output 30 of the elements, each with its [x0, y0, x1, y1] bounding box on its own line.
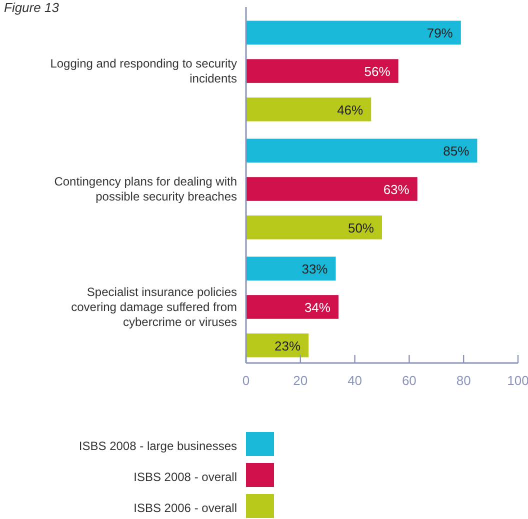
text: Figure 13	[4, 0, 60, 15]
bar	[246, 295, 338, 319]
x-tick-label: 80	[456, 373, 471, 388]
bar	[246, 256, 336, 280]
legend-label: ISBS 2006 - overall	[134, 501, 237, 515]
y-tick-label: Logging and responding to security incidents	[50, 56, 237, 86]
x-tick-label: 0	[242, 373, 250, 388]
bar	[246, 20, 461, 45]
bar	[246, 215, 382, 240]
x-tick-label: 100	[507, 373, 528, 388]
x-tick-label: 60	[402, 373, 416, 388]
bar	[246, 59, 398, 83]
data-label: 34%	[304, 300, 331, 315]
y-tick-label: Specialist insurance policies covering damage suffered from cybercrime or viruses	[71, 284, 237, 329]
data-label: 79%	[426, 26, 454, 41]
legend-label: ISBS 2008 - overall	[134, 470, 237, 484]
bar	[246, 98, 372, 122]
x-tick-label: 40	[348, 373, 362, 388]
data-label: 56%	[364, 64, 391, 80]
data-label: 63%	[383, 182, 410, 197]
x-tick-label: 20	[293, 373, 308, 388]
bar	[246, 177, 418, 201]
data-label: 50%	[348, 220, 374, 236]
y-tick-label: Contingency plans for dealing with possible security breaches	[54, 174, 237, 204]
data-label: 23%	[274, 338, 301, 354]
data-label: 33%	[302, 262, 328, 277]
data-label: 46%	[337, 102, 364, 118]
legend-label: ISBS 2008 - large businesses	[78, 439, 237, 453]
data-label: 85%	[443, 144, 470, 159]
bar	[246, 138, 478, 163]
